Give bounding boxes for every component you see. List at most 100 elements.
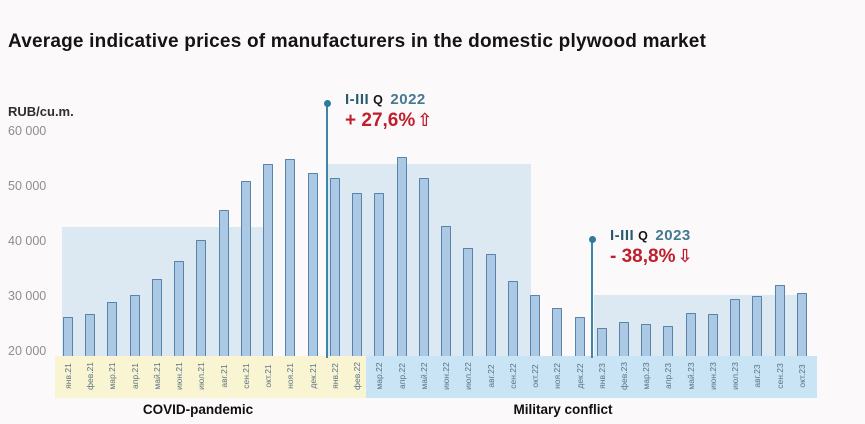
month-label: янв.21 — [63, 363, 73, 389]
month-label: авг.21 — [218, 364, 229, 388]
down-arrow-icon: ⇩ — [677, 246, 693, 267]
month-label: янв.23 — [596, 363, 607, 389]
annotation-change-line: + 27,6% ⇧ — [345, 110, 432, 132]
price-bar — [129, 294, 140, 358]
price-bar — [396, 157, 407, 358]
month-label: ноя.22 — [552, 363, 563, 389]
month-label: сен.22 — [507, 363, 518, 389]
annotation-period-line: I-III Q 2023 — [610, 227, 693, 244]
month-label: июл.23 — [730, 362, 741, 390]
highlight-band — [62, 226, 274, 358]
month-label: ноя.21 — [285, 363, 296, 389]
month-label: апр.21 — [129, 363, 140, 389]
month-label: фев.23 — [619, 361, 629, 391]
month-label: сен.21 — [240, 363, 251, 389]
up-arrow-icon: ⇧ — [417, 110, 433, 131]
month-label: дек.21 — [307, 363, 318, 389]
price-bar — [418, 178, 429, 358]
month-label: мар.21 — [107, 362, 118, 390]
annotation-year: 2023 — [655, 227, 691, 244]
annotation-q-letter: Q — [638, 229, 649, 243]
y-tick-label: 50 000 — [8, 178, 47, 193]
month-label: июл.21 — [196, 362, 207, 390]
price-bar — [374, 193, 385, 358]
price-bar — [752, 296, 763, 358]
price-bar — [730, 298, 741, 358]
price-bar — [240, 181, 251, 358]
price-bar — [218, 209, 229, 358]
month-label: фев.22 — [352, 361, 363, 391]
price-bar — [196, 240, 207, 358]
month-label: июн.22 — [441, 362, 452, 390]
price-bar — [441, 226, 452, 358]
annotation-quarters: I-III — [345, 91, 370, 108]
month-label: июл.22 — [463, 362, 474, 390]
annotation-line — [591, 239, 593, 358]
annotation-period-line: I-III Q 2022 — [345, 91, 432, 108]
price-bar — [463, 247, 474, 358]
price-bar — [151, 278, 162, 358]
period-caption: COVID-pandemic — [142, 402, 254, 417]
price-bar — [174, 261, 185, 358]
annotation-line — [326, 103, 328, 358]
month-label: окт.22 — [530, 364, 541, 388]
price-bar — [285, 158, 296, 358]
annotation-q-letter: Q — [373, 93, 384, 107]
price-bar — [619, 321, 629, 358]
price-bar — [685, 312, 696, 358]
price-bar — [552, 308, 563, 358]
period-band — [366, 356, 817, 398]
annotation-text: I-III Q 2022 + 27,6% ⇧ — [345, 91, 432, 132]
annotation-text: I-III Q 2023 - 38,8% ⇩ — [610, 227, 693, 268]
y-axis-unit-label: RUB/cu.m. — [8, 104, 74, 119]
price-bar — [107, 302, 118, 358]
price-bar — [530, 295, 541, 358]
price-bar — [574, 317, 585, 358]
month-label: апр.22 — [396, 363, 407, 389]
price-bar — [307, 172, 318, 358]
period-caption: Military conflict — [513, 402, 613, 417]
price-bar — [707, 313, 718, 358]
price-bar — [263, 164, 274, 358]
y-tick-label: 20 000 — [8, 343, 47, 358]
annotation-change-value: + 27,6% — [345, 110, 416, 131]
price-bar — [63, 316, 73, 358]
annotation-change-line: - 38,8% ⇩ — [610, 246, 693, 268]
price-bar — [663, 326, 674, 358]
price-bar — [796, 293, 807, 358]
month-label: мар.23 — [641, 362, 652, 390]
month-label: авг.23 — [752, 364, 763, 388]
y-tick-label: 60 000 — [8, 123, 47, 138]
annotation-marker-dot — [588, 235, 596, 243]
annotation-year: 2022 — [390, 91, 426, 108]
month-label: сен.23 — [774, 363, 785, 389]
month-label: янв.22 — [329, 363, 340, 389]
month-label: апр.23 — [663, 363, 674, 389]
month-label: дек.22 — [574, 363, 585, 389]
price-bar — [85, 313, 96, 358]
price-bar — [641, 323, 652, 358]
price-bar — [352, 193, 363, 358]
month-label: авг.22 — [485, 364, 496, 388]
month-label: май.21 — [151, 362, 162, 390]
price-bar — [774, 285, 785, 358]
period-band — [55, 356, 373, 398]
annotation-change-value: - 38,8% — [610, 246, 676, 267]
month-label: май.22 — [418, 362, 429, 390]
month-label: июн.23 — [707, 362, 718, 390]
month-label: мар.22 — [374, 362, 385, 390]
annotation-marker-dot — [323, 99, 331, 107]
month-label: окт.23 — [796, 364, 807, 388]
month-label: окт.21 — [263, 364, 274, 388]
price-bar — [329, 178, 340, 358]
chart-title: Average indicative prices of manufacture… — [8, 31, 707, 52]
price-bar — [507, 281, 518, 358]
price-bar — [596, 328, 607, 358]
annotation-quarters: I-III — [610, 227, 635, 244]
price-bar — [485, 253, 496, 358]
y-tick-label: 30 000 — [8, 288, 47, 303]
month-label: май.23 — [685, 362, 696, 390]
month-label: фев.21 — [85, 361, 96, 391]
y-tick-label: 40 000 — [8, 233, 47, 248]
